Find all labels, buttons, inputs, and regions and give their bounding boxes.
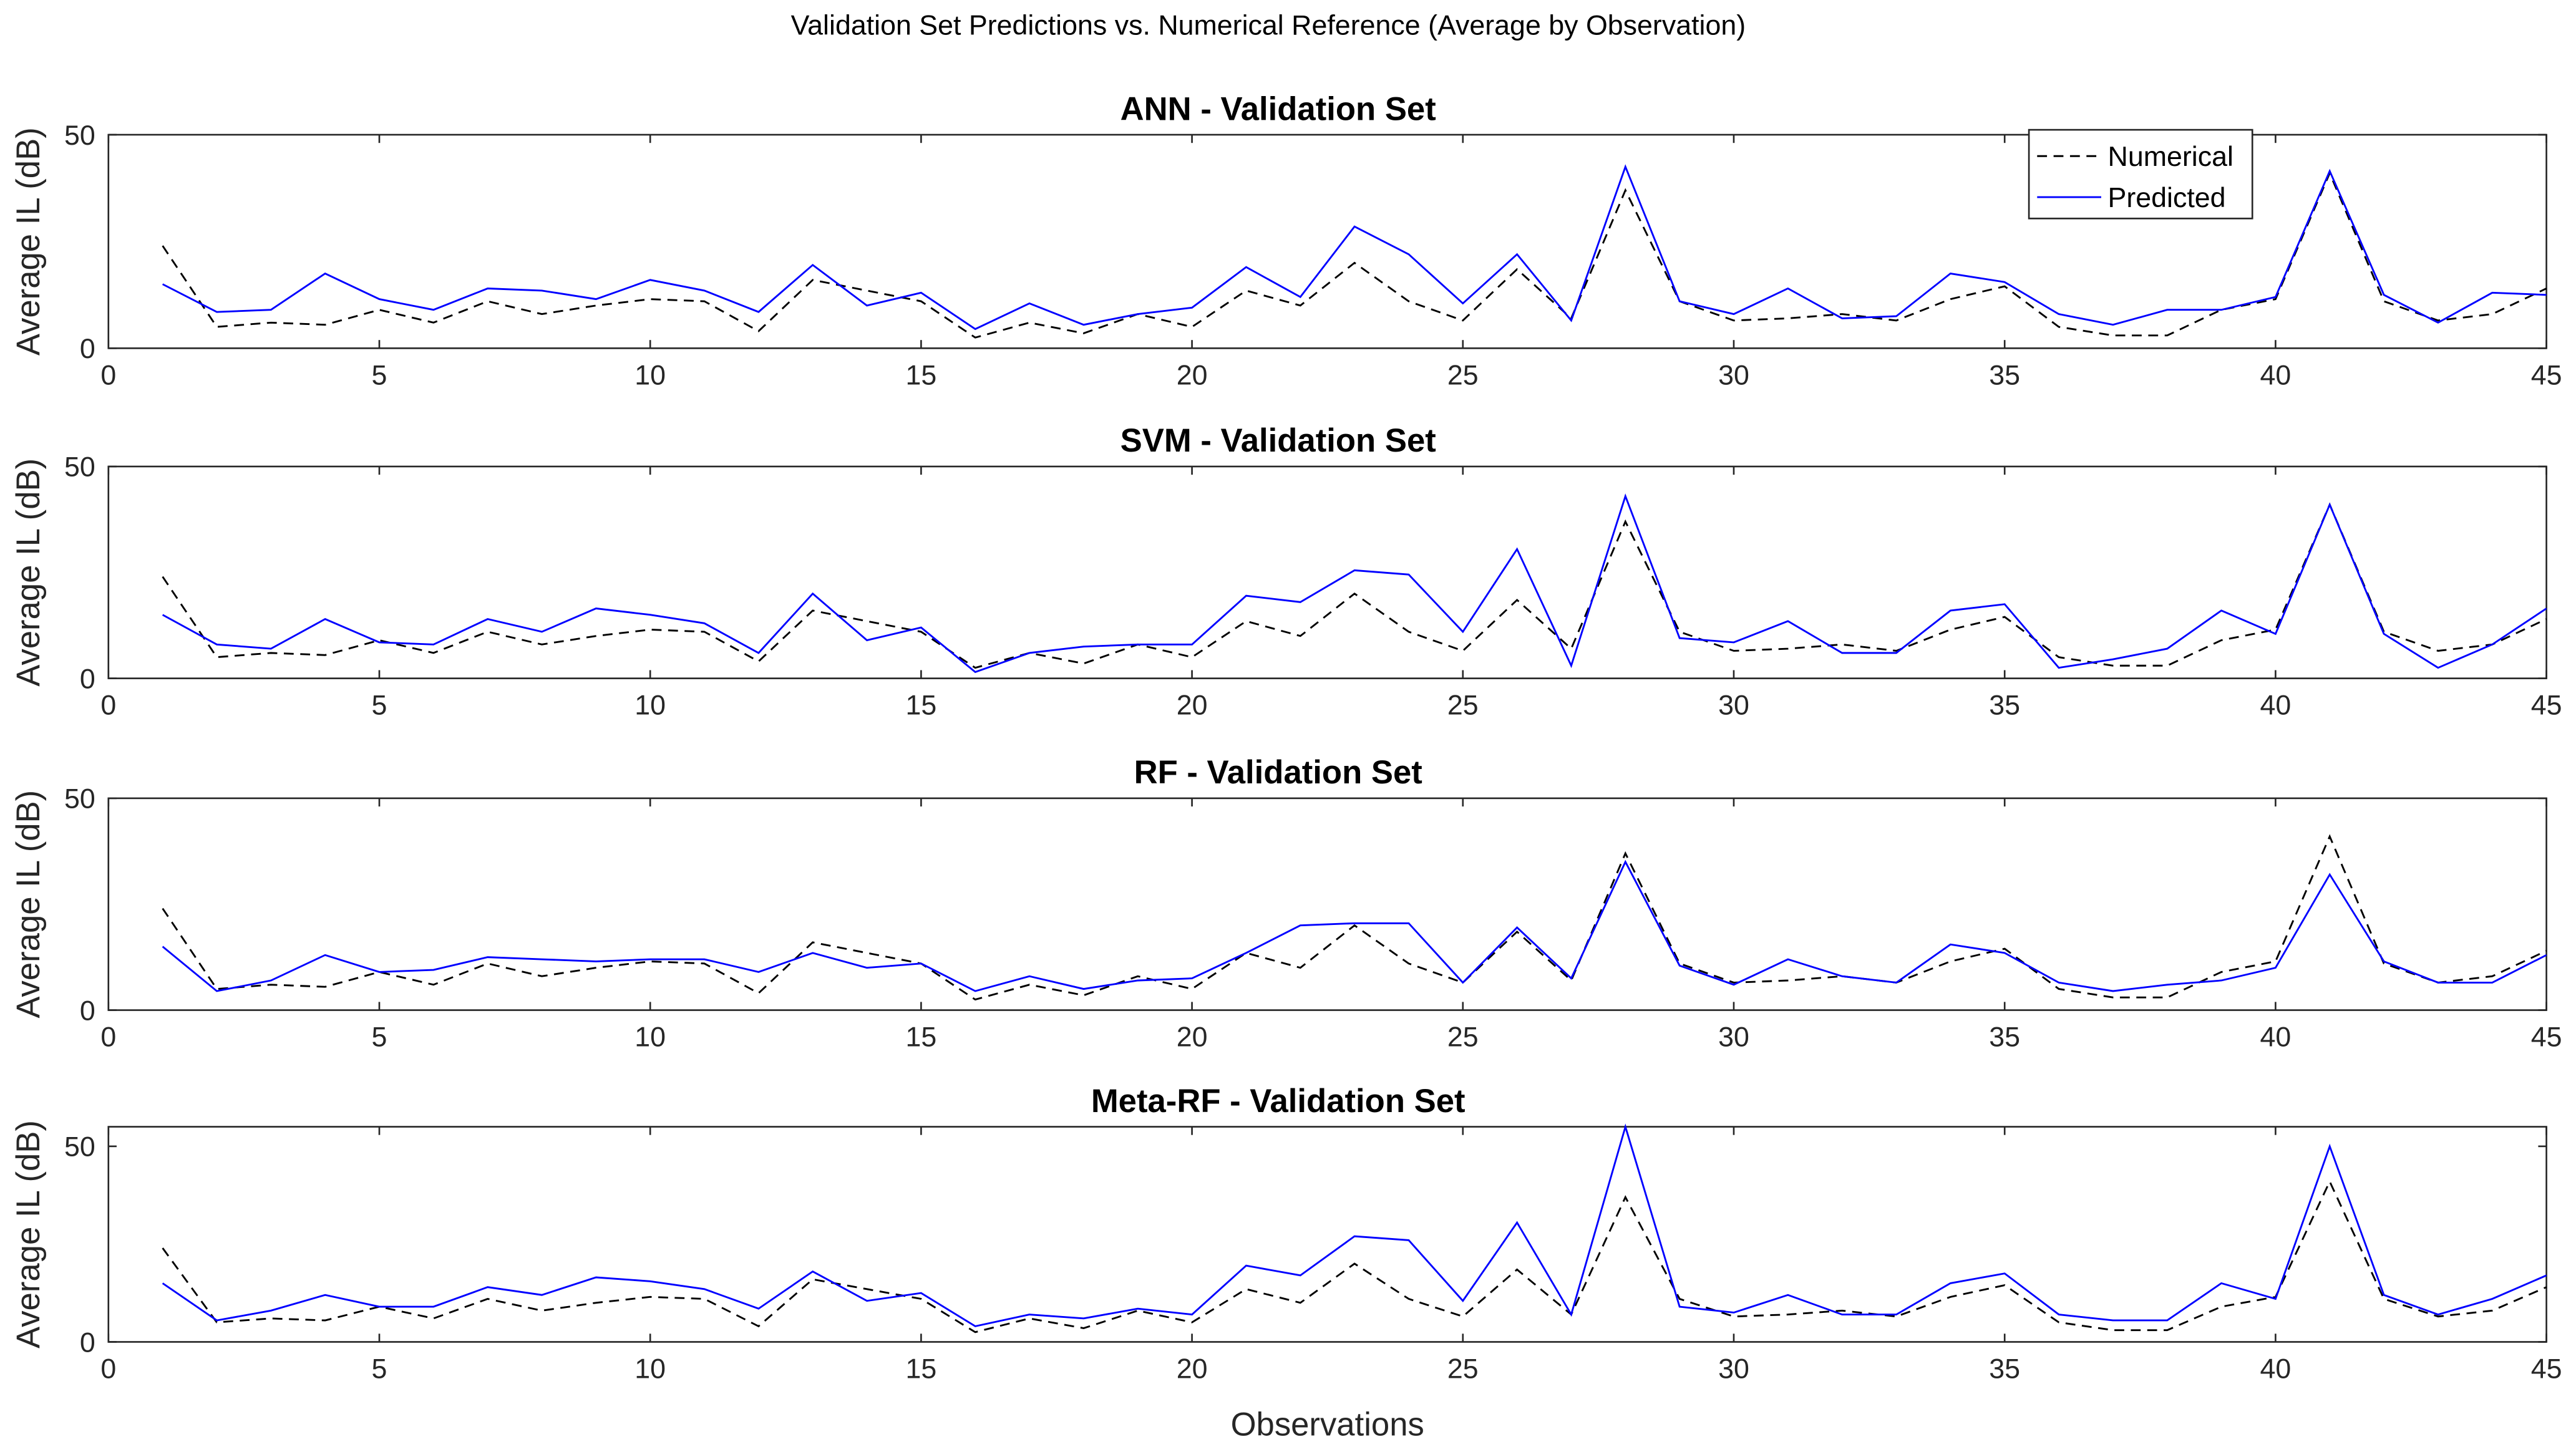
- x-tick-label: 0: [100, 359, 116, 390]
- y-axis-label: Average IL (dB): [10, 790, 47, 1019]
- series-line-predicted: [162, 1123, 2547, 1327]
- series-line-predicted: [162, 164, 2547, 331]
- subplot-3: RF - Validation Set 0 5 10 15 20 25 30 35 40 45 0 50…: [10, 754, 2562, 1052]
- x-tick-label: 10: [634, 1021, 666, 1052]
- y-axis-label: Average IL (dB): [10, 127, 47, 356]
- x-tick-label: 10: [634, 690, 666, 721]
- x-tick-label: 15: [906, 1021, 937, 1052]
- x-tick-label: 0: [100, 1021, 116, 1052]
- x-tick-label: 30: [1718, 359, 1749, 390]
- legend[interactable]: Numerical Predicted: [2028, 128, 2253, 220]
- y-tick-label: 50: [64, 120, 95, 151]
- x-tick-label: 35: [1989, 1353, 2020, 1384]
- x-tick-label: 30: [1718, 1021, 1749, 1052]
- series-line-numerical: [162, 170, 2547, 339]
- y-axis-label: Average IL (dB): [10, 458, 47, 687]
- series-line-predicted: [162, 859, 2547, 992]
- series-line-numerical: [162, 502, 2547, 669]
- y-tick-label: 50: [64, 783, 95, 815]
- x-tick-label: 15: [906, 1353, 937, 1384]
- y-tick-label: 0: [80, 995, 95, 1026]
- y-tick-label: 0: [80, 333, 95, 364]
- x-tick-label: 25: [1447, 1021, 1479, 1052]
- y-axis-label: Average IL (dB): [10, 1120, 47, 1348]
- legend-label: Numerical: [2108, 141, 2233, 172]
- x-tick-label: 35: [1989, 1021, 2020, 1052]
- series-line-numerical: [162, 1179, 2547, 1333]
- x-tick-label: 30: [1718, 1353, 1749, 1384]
- x-tick-label: 5: [372, 359, 387, 390]
- x-tick-label: 45: [2531, 1353, 2562, 1384]
- x-tick-label: 15: [906, 690, 937, 721]
- x-tick-label: 40: [2260, 1021, 2292, 1052]
- subplot-title: ANN - Validation Set: [1120, 90, 1436, 127]
- y-tick-label: 50: [64, 452, 95, 483]
- series-line-numerical: [162, 834, 2547, 1001]
- subplot-title: SVM - Validation Set: [1120, 422, 1436, 459]
- x-tick-label: 45: [2531, 359, 2562, 390]
- x-tick-label: 35: [1989, 359, 2020, 390]
- x-tick-label: 5: [372, 690, 387, 721]
- legend-box: [2028, 128, 2253, 220]
- subplot-title: Meta-RF - Validation Set: [1091, 1083, 1465, 1120]
- figure-suptitle: Validation Set Predictions vs. Numerical…: [791, 9, 1746, 41]
- axes-box: [107, 465, 2547, 679]
- y-tick-label: 50: [64, 1131, 95, 1163]
- axes-box: [107, 1126, 2547, 1343]
- subplot-1: ANN - Validation Set 0 5 10 15 20 25 30 35 40 45 0 5…: [10, 90, 2562, 390]
- y-tick-label: 0: [80, 1327, 95, 1358]
- x-tick-label: 40: [2260, 690, 2292, 721]
- x-tick-label: 40: [2260, 359, 2292, 390]
- x-tick-label: 35: [1989, 690, 2020, 721]
- y-tick-label: 0: [80, 663, 95, 694]
- x-tick-label: 20: [1177, 1353, 1208, 1384]
- x-tick-label: 10: [634, 359, 666, 390]
- subplot-title: RF - Validation Set: [1134, 754, 1422, 791]
- subplot-2: SVM - Validation Set 0 5 10 15 20 25 30 35 40 45 0 5…: [10, 422, 2562, 720]
- x-tick-label: 5: [372, 1021, 387, 1052]
- x-tick-label: 15: [906, 359, 937, 390]
- x-tick-label: 0: [100, 1353, 116, 1384]
- x-tick-label: 20: [1177, 1021, 1208, 1052]
- legend-label: Predicted: [2108, 182, 2226, 213]
- axes-box: [107, 797, 2547, 1011]
- x-tick-label: 40: [2260, 1353, 2292, 1384]
- x-tick-label: 0: [100, 690, 116, 721]
- x-tick-label: 25: [1447, 1353, 1479, 1384]
- x-tick-label: 5: [372, 1353, 387, 1384]
- x-tick-label: 45: [2531, 1021, 2562, 1052]
- x-tick-label: 25: [1447, 359, 1479, 390]
- x-tick-label: 20: [1177, 359, 1208, 390]
- series-line-predicted: [162, 493, 2547, 674]
- subplot-4: Meta-RF - Validation Set 0 5 10 15 20 25 30 35 40…: [10, 1083, 2562, 1443]
- x-tick-label: 45: [2531, 690, 2562, 721]
- x-axis-label: Observations: [1231, 1406, 1424, 1443]
- x-tick-label: 10: [634, 1353, 666, 1384]
- x-tick-label: 20: [1177, 690, 1208, 721]
- x-tick-label: 25: [1447, 690, 1479, 721]
- x-tick-label: 30: [1718, 690, 1749, 721]
